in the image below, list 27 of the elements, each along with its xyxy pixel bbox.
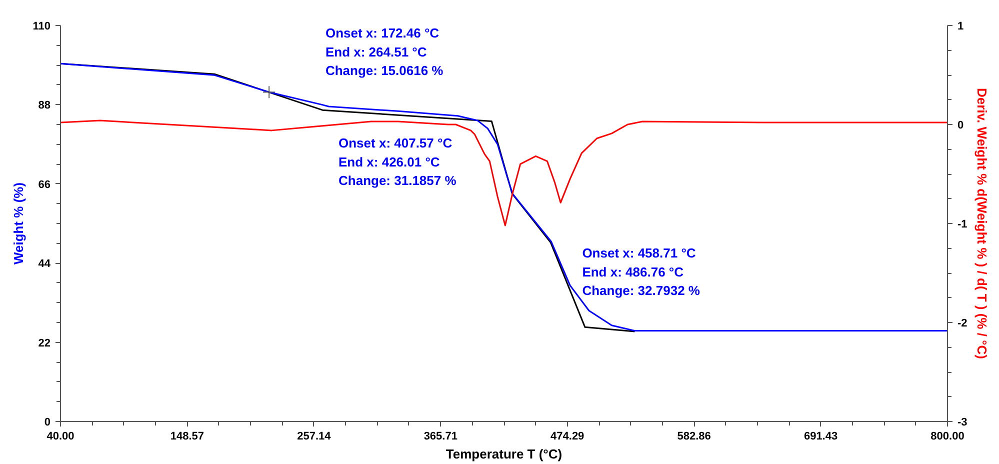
y-tick-label: 66 (38, 178, 51, 191)
line-series (60, 120, 948, 226)
y-tick-label: 0 (44, 416, 51, 428)
x-tick-label: 691.43 (804, 430, 838, 442)
y2-axis-title: Deriv. Weight % d(Weight % ) / d( T ) (% / °C) (974, 88, 990, 359)
x-tick-label: 474.29 (550, 430, 584, 442)
y2-tick-label: -3 (958, 416, 968, 428)
y-axis-title: Weight % (%) (10, 182, 26, 265)
y2-tick-label: 0 (958, 120, 964, 132)
y-tick-label: 44 (38, 258, 52, 270)
y-tick-label: 110 (32, 20, 51, 32)
x-axis-title: Temperature T (°C) (446, 446, 562, 462)
annotation: Onset x: 458.71 °C End x: 486.76 °C Change: 32.7932 % (582, 246, 700, 298)
line-series (60, 62, 948, 332)
y-tick-label: 88 (38, 100, 51, 112)
y2-tick-label: 1 (958, 20, 964, 32)
y2-tick-label: -1 (958, 218, 968, 230)
x-tick-label: 365.71 (424, 430, 458, 442)
annotation: Onset x: 172.46 °C End x: 264.51 °C Change: 15.0616 % (325, 26, 444, 78)
x-tick-label: 582.86 (677, 430, 711, 442)
x-tick-label: 40.00 (46, 430, 74, 442)
x-tick-label: 800.00 (930, 430, 964, 442)
y-tick-label: 22 (38, 337, 51, 350)
x-tick-label: 148.57 (170, 430, 204, 442)
x-tick-label: 257.14 (297, 430, 332, 442)
annotation: Onset x: 407.57 °C End x: 426.01 °C Change: 31.1857 % (338, 136, 457, 188)
y2-tick-label: -2 (958, 318, 968, 330)
